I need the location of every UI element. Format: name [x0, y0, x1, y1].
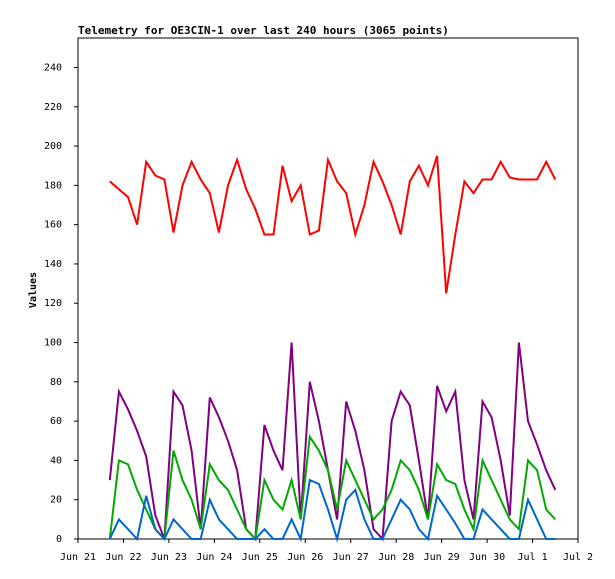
- y-tick-label: 180: [44, 180, 62, 191]
- x-tick-label: Jul 2: [563, 552, 593, 563]
- y-tick-label: 160: [44, 220, 62, 231]
- x-tick-label: Jun 25: [242, 552, 278, 563]
- y-tick-label: 20: [50, 495, 62, 506]
- y-tick-label: 80: [50, 377, 62, 388]
- x-tick-label: Jun 28: [378, 552, 414, 563]
- x-tick-label: Jul 1: [517, 552, 547, 563]
- x-tick-label: Jun 24: [196, 552, 232, 563]
- y-tick-label: 140: [44, 259, 62, 270]
- x-tick-label: Jun 27: [333, 552, 369, 563]
- x-tick-label: Jun 26: [287, 552, 323, 563]
- y-tick-label: 100: [44, 338, 62, 349]
- chart-title: Telemetry for OE3CIN-1 over last 240 hou…: [78, 24, 449, 37]
- y-tick-label: 60: [50, 416, 62, 427]
- y-tick-label: 200: [44, 141, 62, 152]
- x-tick-label: Jun 30: [469, 552, 505, 563]
- x-tick-label: Jun 23: [151, 552, 187, 563]
- plot-frame: [77, 37, 579, 540]
- y-tick-label: 40: [50, 455, 62, 466]
- y-axis-label: Values: [28, 272, 39, 308]
- y-tick-label: 120: [44, 298, 62, 309]
- series-line: [108, 342, 557, 542]
- series-line: [108, 478, 556, 543]
- y-tick-label: 0: [56, 534, 62, 545]
- series-line: [109, 155, 557, 294]
- x-tick-label: Jun 29: [424, 552, 460, 563]
- x-tick-label: Jun 21: [60, 552, 96, 563]
- y-tick-label: 240: [44, 62, 62, 73]
- y-tick-label: 220: [44, 102, 62, 113]
- series-line: [108, 433, 557, 542]
- x-tick-label: Jun 22: [105, 552, 141, 563]
